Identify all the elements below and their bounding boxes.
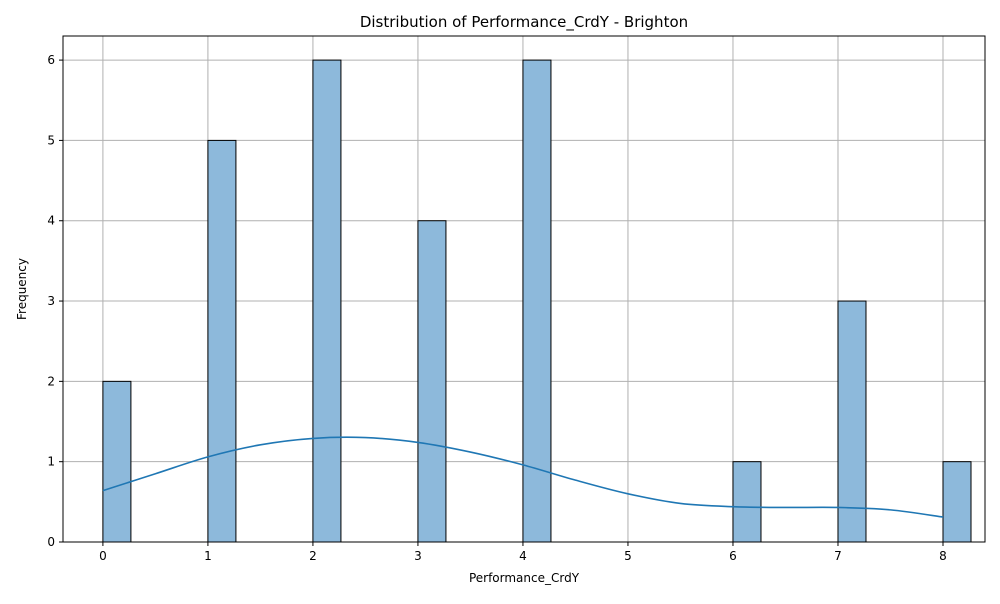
x-tick-label: 0 bbox=[99, 549, 107, 563]
x-tick-label: 2 bbox=[309, 549, 317, 563]
histogram-bar bbox=[837, 300, 867, 543]
y-tick-label: 5 bbox=[47, 133, 55, 147]
histogram-bar bbox=[942, 461, 972, 543]
histogram-bar bbox=[102, 380, 132, 543]
histogram-bar bbox=[732, 461, 762, 543]
x-tick-label: 4 bbox=[519, 549, 527, 563]
x-tick-label: 7 bbox=[834, 549, 842, 563]
y-axis-label: Frequency bbox=[15, 258, 29, 320]
y-tick-label: 3 bbox=[47, 294, 55, 308]
bars bbox=[102, 59, 972, 543]
y-axis-ticks: 0 1 2 3 4 5 6 bbox=[47, 53, 63, 549]
y-tick-label: 2 bbox=[47, 374, 55, 388]
y-tick-label: 0 bbox=[47, 535, 55, 549]
plot-frame bbox=[62, 35, 986, 543]
x-tick-label: 8 bbox=[939, 549, 947, 563]
x-tick-label: 5 bbox=[624, 549, 632, 563]
x-axis-label: Performance_CrdY bbox=[469, 571, 580, 585]
x-tick-label: 1 bbox=[204, 549, 212, 563]
x-axis-ticks: 0 1 2 3 4 5 6 7 8 bbox=[99, 542, 947, 563]
x-tick-label: 3 bbox=[414, 549, 422, 563]
histogram-bar bbox=[207, 139, 237, 543]
y-tick-label: 6 bbox=[47, 53, 55, 67]
histogram-bar bbox=[312, 59, 342, 543]
y-tick-label: 1 bbox=[47, 455, 55, 469]
kde-curve bbox=[102, 436, 944, 518]
histogram-bar bbox=[417, 220, 447, 543]
y-tick-label: 4 bbox=[47, 214, 55, 228]
histogram-bar bbox=[522, 59, 552, 543]
chart-title: Distribution of Performance_CrdY - Brigh… bbox=[360, 13, 688, 32]
x-tick-label: 6 bbox=[729, 549, 737, 563]
